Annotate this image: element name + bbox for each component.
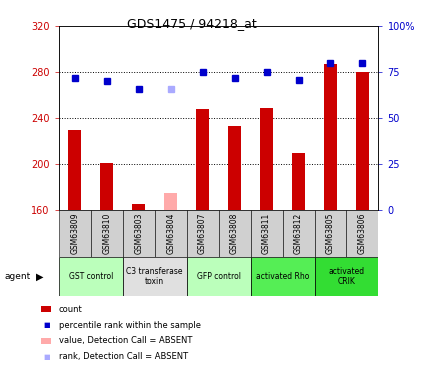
Bar [282,210,314,257]
Bar [68,130,81,210]
Text: GSM63806: GSM63806 [357,212,366,254]
Bar [314,210,345,257]
Text: GDS1475 / 94218_at: GDS1475 / 94218_at [126,17,256,30]
Text: GSM63807: GSM63807 [197,212,207,254]
Bar [59,257,122,296]
Text: GSM63808: GSM63808 [230,212,239,254]
Text: activated
CRIK: activated CRIK [328,267,364,286]
Bar [228,126,240,210]
Text: agent: agent [4,272,30,281]
Text: GFP control: GFP control [196,272,240,281]
Text: GSM63811: GSM63811 [261,212,270,254]
Text: GST control: GST control [68,272,113,281]
Bar [355,72,368,210]
Bar [250,210,282,257]
Bar [186,210,218,257]
Bar [250,257,314,296]
Bar [292,153,304,210]
Bar [155,210,186,257]
Bar [100,163,113,210]
Text: C3 transferase
toxin: C3 transferase toxin [126,267,182,286]
Text: ▶: ▶ [36,272,43,281]
Text: activated Rho: activated Rho [255,272,309,281]
Text: percentile rank within the sample: percentile rank within the sample [59,321,200,330]
Text: GSM63805: GSM63805 [325,212,334,254]
Bar [91,210,122,257]
Bar [218,210,250,257]
Text: GSM63812: GSM63812 [293,212,302,254]
Bar [314,257,378,296]
Text: GSM63809: GSM63809 [70,212,79,254]
Bar [122,257,186,296]
Text: value, Detection Call = ABSENT: value, Detection Call = ABSENT [59,336,192,345]
Text: rank, Detection Call = ABSENT: rank, Detection Call = ABSENT [59,352,187,361]
Text: ■: ■ [43,322,50,328]
Text: ■: ■ [43,354,50,360]
Text: count: count [59,305,82,314]
Bar [164,193,177,210]
Bar [122,210,155,257]
Text: GSM63810: GSM63810 [102,212,111,254]
Bar [260,108,272,210]
Text: GSM63803: GSM63803 [134,212,143,254]
Text: GSM63804: GSM63804 [166,212,175,254]
Bar [323,64,336,210]
Bar [186,257,250,296]
Bar [132,204,145,210]
Bar [59,210,91,257]
Bar [346,210,378,257]
Bar [196,109,208,210]
